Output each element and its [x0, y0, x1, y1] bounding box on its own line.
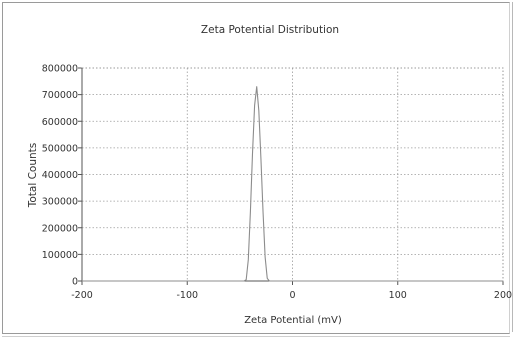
- right-edge-strip: [512, 2, 518, 332]
- x-tick-label: -100: [176, 290, 198, 301]
- x-tick-label: 100: [389, 290, 407, 301]
- tick-labels: 0 100000 200000 300000 400000 500000 600000 700…: [42, 64, 512, 302]
- grid-lines: [82, 67, 503, 281]
- y-tick-label: 700000: [42, 90, 78, 101]
- distribution-line: [82, 86, 503, 282]
- y-tick-label: 0: [72, 277, 78, 288]
- y-tick-label: 500000: [42, 143, 78, 154]
- bottom-edge-strip: [2, 336, 510, 341]
- chart-frame: [2, 2, 510, 334]
- x-tick-label: 0: [289, 290, 295, 301]
- y-tick-label: 300000: [42, 197, 78, 208]
- y-tick-label: 200000: [42, 223, 78, 234]
- series-layer: [82, 86, 503, 282]
- y-tick-label: 600000: [42, 117, 78, 128]
- chart-title: Zeta Potential Distribution: [201, 24, 339, 36]
- y-tick-label: 400000: [42, 170, 78, 181]
- x-tick-label: 200: [494, 290, 512, 301]
- y-axis-label: Total Counts: [27, 143, 39, 209]
- x-axis-label: Zeta Potential (mV): [244, 315, 342, 326]
- x-tick-label: -200: [71, 290, 93, 301]
- axes: [78, 67, 504, 285]
- y-tick-label: 800000: [42, 64, 78, 75]
- y-tick-label: 100000: [42, 250, 78, 261]
